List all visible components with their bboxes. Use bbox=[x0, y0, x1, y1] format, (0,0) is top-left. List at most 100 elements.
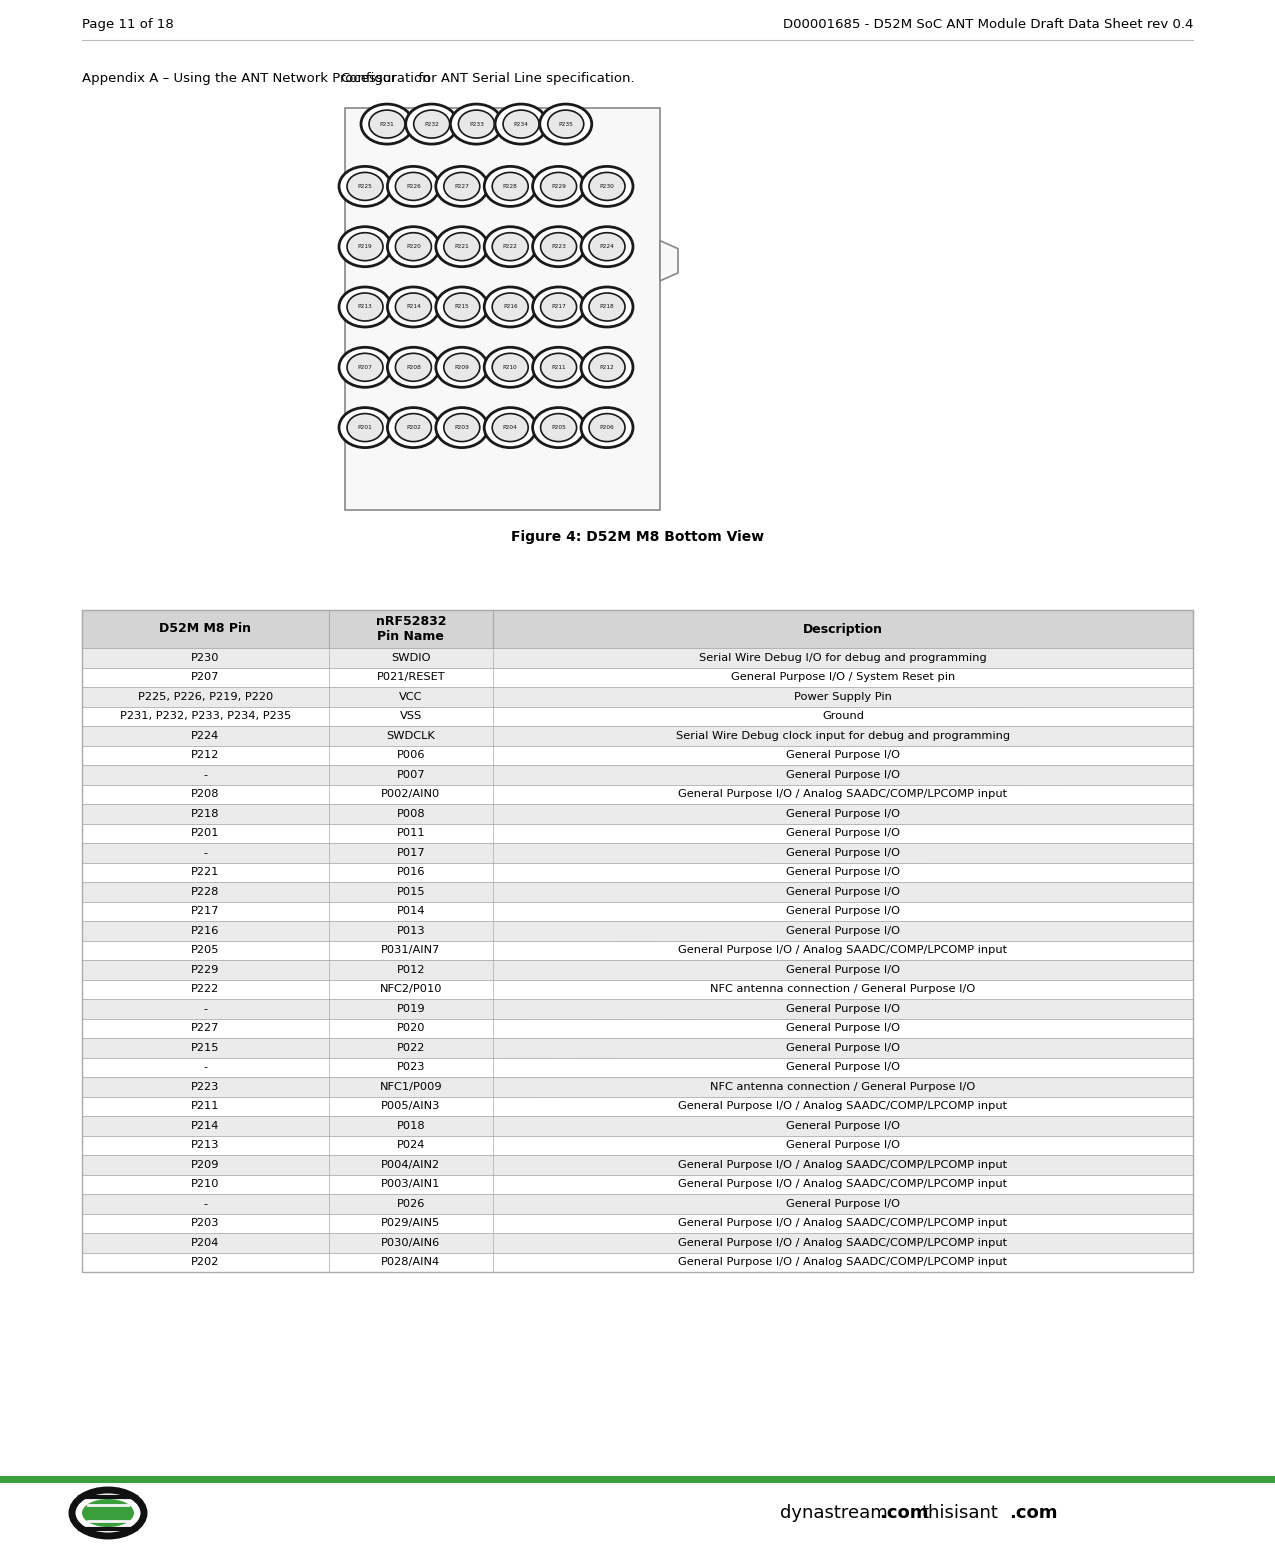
Text: P227: P227 bbox=[191, 1023, 219, 1033]
Ellipse shape bbox=[395, 172, 431, 201]
Text: P202: P202 bbox=[405, 425, 421, 430]
Text: P228: P228 bbox=[502, 184, 518, 189]
FancyBboxPatch shape bbox=[82, 1213, 1193, 1233]
Text: General Purpose I/O / Analog SAADC/COMP/LPCOMP input: General Purpose I/O / Analog SAADC/COMP/… bbox=[678, 1101, 1007, 1111]
Ellipse shape bbox=[492, 172, 528, 201]
Text: P006: P006 bbox=[397, 750, 425, 760]
Text: P215: P215 bbox=[191, 1043, 219, 1054]
FancyBboxPatch shape bbox=[82, 766, 1193, 784]
FancyBboxPatch shape bbox=[82, 961, 1193, 979]
Text: VCC: VCC bbox=[399, 692, 422, 702]
Ellipse shape bbox=[589, 172, 625, 201]
FancyBboxPatch shape bbox=[82, 843, 1193, 863]
FancyBboxPatch shape bbox=[82, 726, 1193, 746]
Text: NFC antenna connection / General Purpose I/O: NFC antenna connection / General Purpose… bbox=[710, 984, 975, 995]
Text: P224: P224 bbox=[599, 244, 615, 249]
Ellipse shape bbox=[444, 172, 479, 201]
Text: P002/AIN0: P002/AIN0 bbox=[381, 789, 440, 800]
Text: P207: P207 bbox=[191, 673, 219, 682]
Text: Page 11 of 18: Page 11 of 18 bbox=[82, 19, 173, 31]
FancyBboxPatch shape bbox=[82, 667, 1193, 687]
Text: P216: P216 bbox=[502, 305, 518, 309]
Text: P005/AIN3: P005/AIN3 bbox=[381, 1101, 441, 1111]
Text: P211: P211 bbox=[191, 1101, 219, 1111]
Text: P229: P229 bbox=[191, 965, 219, 975]
Ellipse shape bbox=[581, 167, 632, 206]
Ellipse shape bbox=[339, 407, 391, 447]
Ellipse shape bbox=[347, 413, 382, 441]
Ellipse shape bbox=[504, 110, 539, 138]
Text: General Purpose I/O / Analog SAADC/COMP/LPCOMP input: General Purpose I/O / Analog SAADC/COMP/… bbox=[678, 1179, 1007, 1190]
FancyBboxPatch shape bbox=[82, 941, 1193, 961]
Text: P029/AIN5: P029/AIN5 bbox=[381, 1217, 440, 1228]
Text: General Purpose I/O: General Purpose I/O bbox=[785, 828, 900, 838]
Text: General Purpose I/O: General Purpose I/O bbox=[785, 965, 900, 975]
Ellipse shape bbox=[533, 167, 585, 206]
FancyBboxPatch shape bbox=[82, 1156, 1193, 1174]
Polygon shape bbox=[660, 241, 678, 282]
Text: P235: P235 bbox=[558, 122, 574, 127]
Text: General Purpose I/O / Analog SAADC/COMP/LPCOMP input: General Purpose I/O / Analog SAADC/COMP/… bbox=[678, 945, 1007, 954]
Ellipse shape bbox=[589, 413, 625, 441]
Text: .com: .com bbox=[880, 1504, 935, 1522]
Ellipse shape bbox=[541, 413, 576, 441]
Text: P214: P214 bbox=[405, 305, 421, 309]
Ellipse shape bbox=[581, 288, 632, 326]
Text: General Purpose I/O: General Purpose I/O bbox=[785, 886, 900, 897]
Text: P211: P211 bbox=[551, 365, 566, 370]
Text: P208: P208 bbox=[191, 789, 219, 800]
Text: P213: P213 bbox=[357, 305, 372, 309]
Text: P028/AIN4: P028/AIN4 bbox=[381, 1258, 440, 1267]
FancyBboxPatch shape bbox=[82, 823, 1193, 843]
Text: P216: P216 bbox=[191, 925, 219, 936]
Text: P012: P012 bbox=[397, 965, 425, 975]
Ellipse shape bbox=[484, 347, 537, 387]
FancyBboxPatch shape bbox=[82, 1097, 1193, 1115]
Text: Serial Wire Debug clock input for debug and programming: Serial Wire Debug clock input for debug … bbox=[676, 730, 1010, 741]
Ellipse shape bbox=[444, 353, 479, 381]
FancyBboxPatch shape bbox=[82, 979, 1193, 999]
Text: P022: P022 bbox=[397, 1043, 425, 1054]
Text: P015: P015 bbox=[397, 886, 425, 897]
Text: -: - bbox=[203, 1063, 208, 1072]
Text: VSS: VSS bbox=[400, 712, 422, 721]
Ellipse shape bbox=[541, 172, 576, 201]
Ellipse shape bbox=[444, 413, 479, 441]
Text: P229: P229 bbox=[551, 184, 566, 189]
Text: P024: P024 bbox=[397, 1140, 425, 1151]
Text: P203: P203 bbox=[191, 1217, 219, 1228]
Ellipse shape bbox=[492, 413, 528, 441]
Text: General Purpose I/O: General Purpose I/O bbox=[785, 1140, 900, 1151]
Ellipse shape bbox=[388, 288, 440, 326]
Text: P223: P223 bbox=[191, 1081, 219, 1092]
Ellipse shape bbox=[533, 347, 585, 387]
FancyBboxPatch shape bbox=[82, 1058, 1193, 1077]
FancyBboxPatch shape bbox=[82, 1174, 1193, 1194]
Ellipse shape bbox=[413, 110, 450, 138]
Text: P019: P019 bbox=[397, 1004, 425, 1013]
Text: P218: P218 bbox=[191, 809, 219, 818]
Text: P003/AIN1: P003/AIN1 bbox=[381, 1179, 441, 1190]
Text: P222: P222 bbox=[502, 244, 518, 249]
Ellipse shape bbox=[589, 353, 625, 381]
Ellipse shape bbox=[395, 292, 431, 320]
Text: General Purpose I/O / System Reset pin: General Purpose I/O / System Reset pin bbox=[731, 673, 955, 682]
Text: P021/RESET: P021/RESET bbox=[376, 673, 445, 682]
Text: -: - bbox=[203, 1199, 208, 1208]
Text: -: - bbox=[203, 770, 208, 780]
Text: P218: P218 bbox=[599, 305, 615, 309]
Text: thisisant: thisisant bbox=[922, 1504, 998, 1522]
Text: General Purpose I/O / Analog SAADC/COMP/LPCOMP input: General Purpose I/O / Analog SAADC/COMP/… bbox=[678, 1217, 1007, 1228]
Text: P023: P023 bbox=[397, 1063, 425, 1072]
Text: D52M M8 Pin: D52M M8 Pin bbox=[159, 622, 251, 636]
FancyBboxPatch shape bbox=[82, 1038, 1193, 1058]
Text: P209: P209 bbox=[454, 365, 469, 370]
Text: P210: P210 bbox=[502, 365, 518, 370]
Text: P227: P227 bbox=[454, 184, 469, 189]
Text: P210: P210 bbox=[191, 1179, 219, 1190]
FancyBboxPatch shape bbox=[82, 687, 1193, 707]
Text: -: - bbox=[203, 1004, 208, 1013]
FancyBboxPatch shape bbox=[82, 882, 1193, 902]
Text: P221: P221 bbox=[191, 868, 219, 877]
Ellipse shape bbox=[581, 347, 632, 387]
